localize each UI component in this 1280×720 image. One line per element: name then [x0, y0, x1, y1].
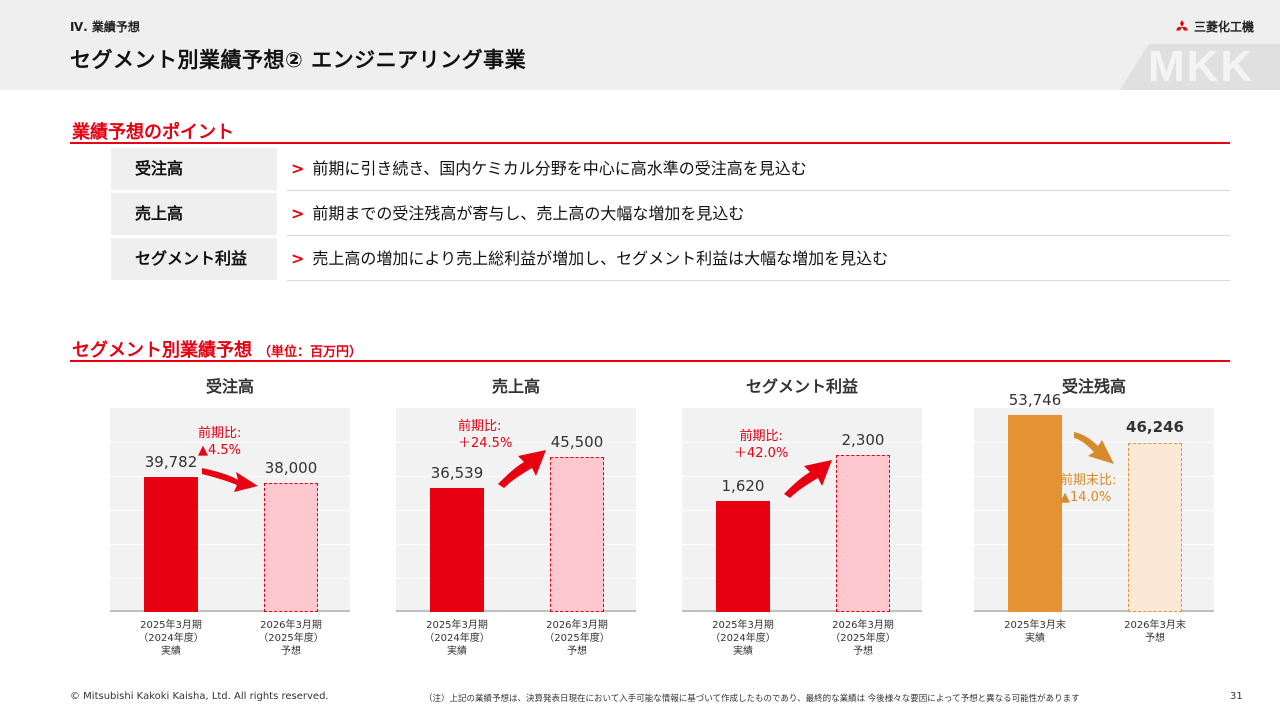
gridline: [396, 544, 636, 545]
gridline: [682, 476, 922, 477]
gridline: [396, 578, 636, 579]
bar-segment-profit-actual: [716, 501, 770, 612]
chart-baseline: [396, 610, 636, 612]
bar-value-label: 36,539: [430, 463, 484, 482]
bar-order-backlog-actual: [1008, 415, 1062, 612]
point-text: 前期までの受注残高が寄与し、売上高の大幅な増加を見込む: [312, 204, 745, 223]
change-value: ▲14.0%: [1060, 490, 1112, 505]
bar-segment-profit-forecast: [836, 455, 890, 612]
disclaimer-note: （注）上記の業績予想は、決算発表日現在において入手可能な情報に基づいて作成したも…: [424, 694, 1080, 704]
points-section-title: 業績予想のポイント: [72, 122, 234, 143]
growth-arrow-icon: [784, 460, 832, 498]
x-axis-label: 2026年3月期 （2025年度） 予想: [544, 620, 610, 657]
bar-value-label: 1,620: [721, 477, 765, 496]
point-text: 売上高の増加により売上総利益が増加し、セグメント利益は大幅な増加を見込む: [312, 249, 889, 268]
change-annotation: 前期比: ＋24.5%: [458, 418, 512, 452]
x-axis-label: 2025年3月期 （2024年度） 実績: [424, 620, 490, 657]
point-description: > 前期までの受注残高が寄与し、売上高の大幅な増加を見込む: [287, 193, 1230, 236]
watermark-text: MKK: [1148, 42, 1255, 90]
gridline: [682, 544, 922, 545]
chart-baseline: [682, 610, 922, 612]
chart-plot-order-backlog: [974, 408, 1214, 612]
slide-header: MKK Ⅳ. 業績予想 セグメント別業績予想② エンジニアリング事業 三菱化工機: [0, 0, 1280, 90]
page-title: セグメント別業績予想② エンジニアリング事業: [70, 48, 527, 72]
change-annotation: 前期比: ▲4.5%: [198, 425, 241, 459]
x-axis-label: 2026年3月末 予想: [1124, 620, 1186, 644]
change-caption: 前期末比:: [1060, 473, 1117, 488]
forecast-unit: （単位：百万円）: [258, 345, 363, 360]
bullet-marker: >: [291, 159, 305, 178]
change-annotation: 前期末比: ▲14.0%: [1060, 472, 1116, 506]
change-caption: 前期比:: [739, 429, 783, 444]
point-description: > 売上高の増加により売上総利益が増加し、セグメント利益は大幅な増加を見込む: [287, 238, 1230, 281]
bar-value-label: 53,746: [1008, 391, 1062, 409]
point-description: > 前期に引き続き、国内ケミカル分野を中心に高水準の受注高を見込む: [287, 148, 1230, 191]
x-axis-label: 2025年3月期 （2024年度） 実績: [710, 620, 776, 657]
chart-title-sales: 売上高: [491, 377, 540, 396]
chart-baseline: [110, 610, 350, 612]
growth-arrow-icon: [202, 468, 258, 492]
gridline: [396, 442, 636, 443]
gridline: [974, 544, 1214, 545]
point-row-sales: 売上高 > 前期までの受注残高が寄与し、売上高の大幅な増加を見込む: [111, 193, 1230, 236]
bullet-marker: >: [291, 249, 305, 268]
gridline: [682, 510, 922, 511]
bar-sales-forecast: [550, 457, 604, 612]
bullet-marker: >: [291, 204, 305, 223]
chart-plot-sales: [396, 408, 636, 612]
copyright: © Mitsubishi Kakoki Kaisha, Ltd. All rig…: [70, 691, 329, 702]
change-value: ▲4.5%: [198, 443, 242, 458]
chart-plot-segment-profit: [682, 408, 922, 612]
gridline: [110, 510, 350, 511]
bar-order-backlog-forecast: [1128, 442, 1182, 612]
forecast-section-title: セグメント別業績予想 （単位：百万円）: [72, 336, 362, 362]
gridline: [396, 510, 636, 511]
gridline: [682, 578, 922, 579]
growth-arrow-icon: [1074, 432, 1114, 464]
gridline: [682, 442, 922, 443]
gridline: [974, 578, 1214, 579]
gridline: [110, 544, 350, 545]
bar-value-label: 2,300: [841, 431, 885, 449]
bar-sales-actual: [430, 487, 484, 612]
growth-arrow-icon: [498, 450, 546, 488]
bar-value-label: 39,782: [144, 453, 198, 471]
change-caption: 前期比:: [458, 419, 502, 434]
point-label: 受注高: [111, 148, 277, 190]
point-row-segment-profit: セグメント利益 > 売上高の増加により売上総利益が増加し、セグメント利益は大幅な増…: [111, 238, 1230, 281]
change-value: ＋24.5%: [458, 436, 513, 451]
section-label: Ⅳ. 業績予想: [70, 20, 140, 34]
bar-orders-actual: [144, 477, 198, 612]
bar-orders-forecast: [264, 483, 318, 612]
x-axis-label: 2025年3月末 実績: [1004, 620, 1066, 644]
chart-baseline: [974, 610, 1214, 612]
bar-value-label: 38,000: [264, 459, 318, 478]
point-label: 売上高: [111, 193, 277, 235]
forecast-title-text: セグメント別業績予想: [72, 340, 252, 361]
three-diamonds-icon: [1175, 19, 1188, 30]
x-axis-label: 2026年3月期 （2025年度） 予想: [258, 620, 324, 657]
bar-value-label: 45,500: [550, 433, 604, 451]
x-axis-label: 2025年3月期 （2024年度） 実績: [138, 620, 204, 657]
x-axis-label: 2026年3月期 （2025年度） 予想: [830, 620, 896, 657]
gridline: [974, 510, 1214, 511]
points-section-rule: [70, 142, 1230, 144]
chart-title-orders: 受注高: [205, 377, 254, 396]
gridline: [974, 476, 1214, 477]
gridline: [110, 442, 350, 443]
point-label: セグメント利益: [111, 238, 277, 280]
point-text: 前期に引き続き、国内ケミカル分野を中心に高水準の受注高を見込む: [312, 159, 807, 178]
gridline: [110, 578, 350, 579]
chart-title-segment-profit: セグメント利益: [745, 377, 858, 396]
logo-text: 三菱化工機: [1193, 20, 1254, 34]
change-caption: 前期比:: [198, 426, 242, 441]
page-number: 31: [1230, 691, 1243, 702]
chart-title-order-backlog: 受注残高: [1061, 377, 1126, 396]
forecast-section-rule: [70, 360, 1230, 362]
change-value: ＋42.0%: [734, 446, 789, 461]
point-row-orders: 受注高 > 前期に引き続き、国内ケミカル分野を中心に高水準の受注高を見込む: [111, 148, 1230, 191]
change-annotation: 前期比: ＋42.0%: [734, 428, 788, 462]
bar-value-label: 46,246: [1126, 418, 1184, 437]
company-logo: 三菱化工機: [1174, 18, 1254, 35]
